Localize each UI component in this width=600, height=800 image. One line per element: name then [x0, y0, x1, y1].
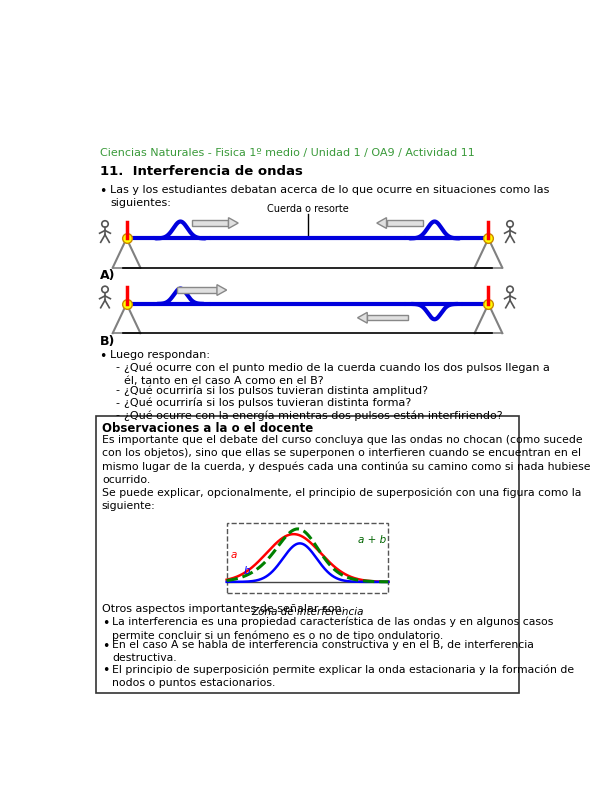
Bar	[227, 523, 388, 593]
Polygon shape	[217, 285, 227, 295]
Text: En el caso A se habla de interferencia constructiva y en el B, de interferencia
: En el caso A se habla de interferencia c…	[112, 640, 534, 663]
Polygon shape	[192, 220, 229, 226]
Text: B): B)	[100, 334, 115, 348]
Polygon shape	[229, 218, 238, 229]
Text: ¿Qué ocurriría si los pulsos tuvieran distinta amplitud?: ¿Qué ocurriría si los pulsos tuvieran di…	[124, 386, 428, 396]
Polygon shape	[386, 220, 423, 226]
Text: •: •	[102, 617, 109, 630]
Text: La interferencia es una propiedad característica de las ondas y en algunos casos: La interferencia es una propiedad caract…	[112, 617, 553, 641]
Text: •: •	[102, 640, 109, 654]
Text: -: -	[115, 386, 119, 395]
Text: •: •	[102, 664, 109, 678]
Text: Cuerda o resorte: Cuerda o resorte	[266, 204, 349, 214]
Polygon shape	[176, 287, 217, 293]
Text: ¿Qué ocurriría si los pulsos tuvieran distinta forma?: ¿Qué ocurriría si los pulsos tuvieran di…	[124, 398, 412, 408]
Bar	[96, 415, 519, 693]
Text: •: •	[100, 185, 107, 198]
Text: Observaciones a la o el docente: Observaciones a la o el docente	[102, 422, 313, 434]
Text: Es importante que el debate del curso concluya que las ondas no chocan (como suc: Es importante que el debate del curso co…	[102, 435, 590, 511]
Text: •: •	[100, 350, 107, 363]
Text: -: -	[115, 362, 119, 373]
Text: Ciencias Naturales - Fisica 1º medio / Unidad 1 / OA9 / Actividad 11: Ciencias Naturales - Fisica 1º medio / U…	[100, 148, 475, 158]
Text: a: a	[230, 550, 237, 560]
Text: b: b	[244, 566, 250, 576]
Text: Luego respondan:: Luego respondan:	[110, 350, 211, 360]
Text: El principio de superposición permite explicar la onda estacionaria y la formaci: El principio de superposición permite ex…	[112, 664, 574, 688]
Text: Otros aspectos importantes de señalar son:: Otros aspectos importantes de señalar so…	[102, 604, 345, 614]
Text: -: -	[115, 398, 119, 408]
Polygon shape	[377, 218, 386, 229]
Polygon shape	[367, 315, 407, 321]
Text: -: -	[115, 410, 119, 420]
Text: 11.  Interferencia de ondas: 11. Interferencia de ondas	[100, 166, 302, 178]
Text: a + b: a + b	[358, 535, 386, 545]
Text: Las y los estudiantes debatan acerca de lo que ocurre en situaciones como las
si: Las y los estudiantes debatan acerca de …	[110, 185, 550, 208]
Polygon shape	[358, 312, 367, 323]
Text: ¿Qué ocurre con la energía mientras dos pulsos están interfiriendo?: ¿Qué ocurre con la energía mientras dos …	[124, 410, 503, 421]
Text: A): A)	[100, 270, 115, 282]
Text: Zona de interferencia: Zona de interferencia	[251, 606, 364, 617]
Text: ¿Qué ocurre con el punto medio de la cuerda cuando los dos pulsos llegan a
él, t: ¿Qué ocurre con el punto medio de la cue…	[124, 362, 550, 386]
